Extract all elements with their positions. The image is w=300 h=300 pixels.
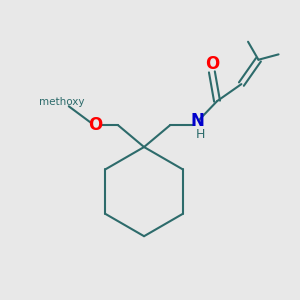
Text: O: O: [205, 55, 219, 73]
Text: methoxy: methoxy: [39, 97, 84, 107]
Text: H: H: [195, 128, 205, 141]
Text: O: O: [88, 116, 103, 134]
Text: N: N: [190, 112, 204, 130]
